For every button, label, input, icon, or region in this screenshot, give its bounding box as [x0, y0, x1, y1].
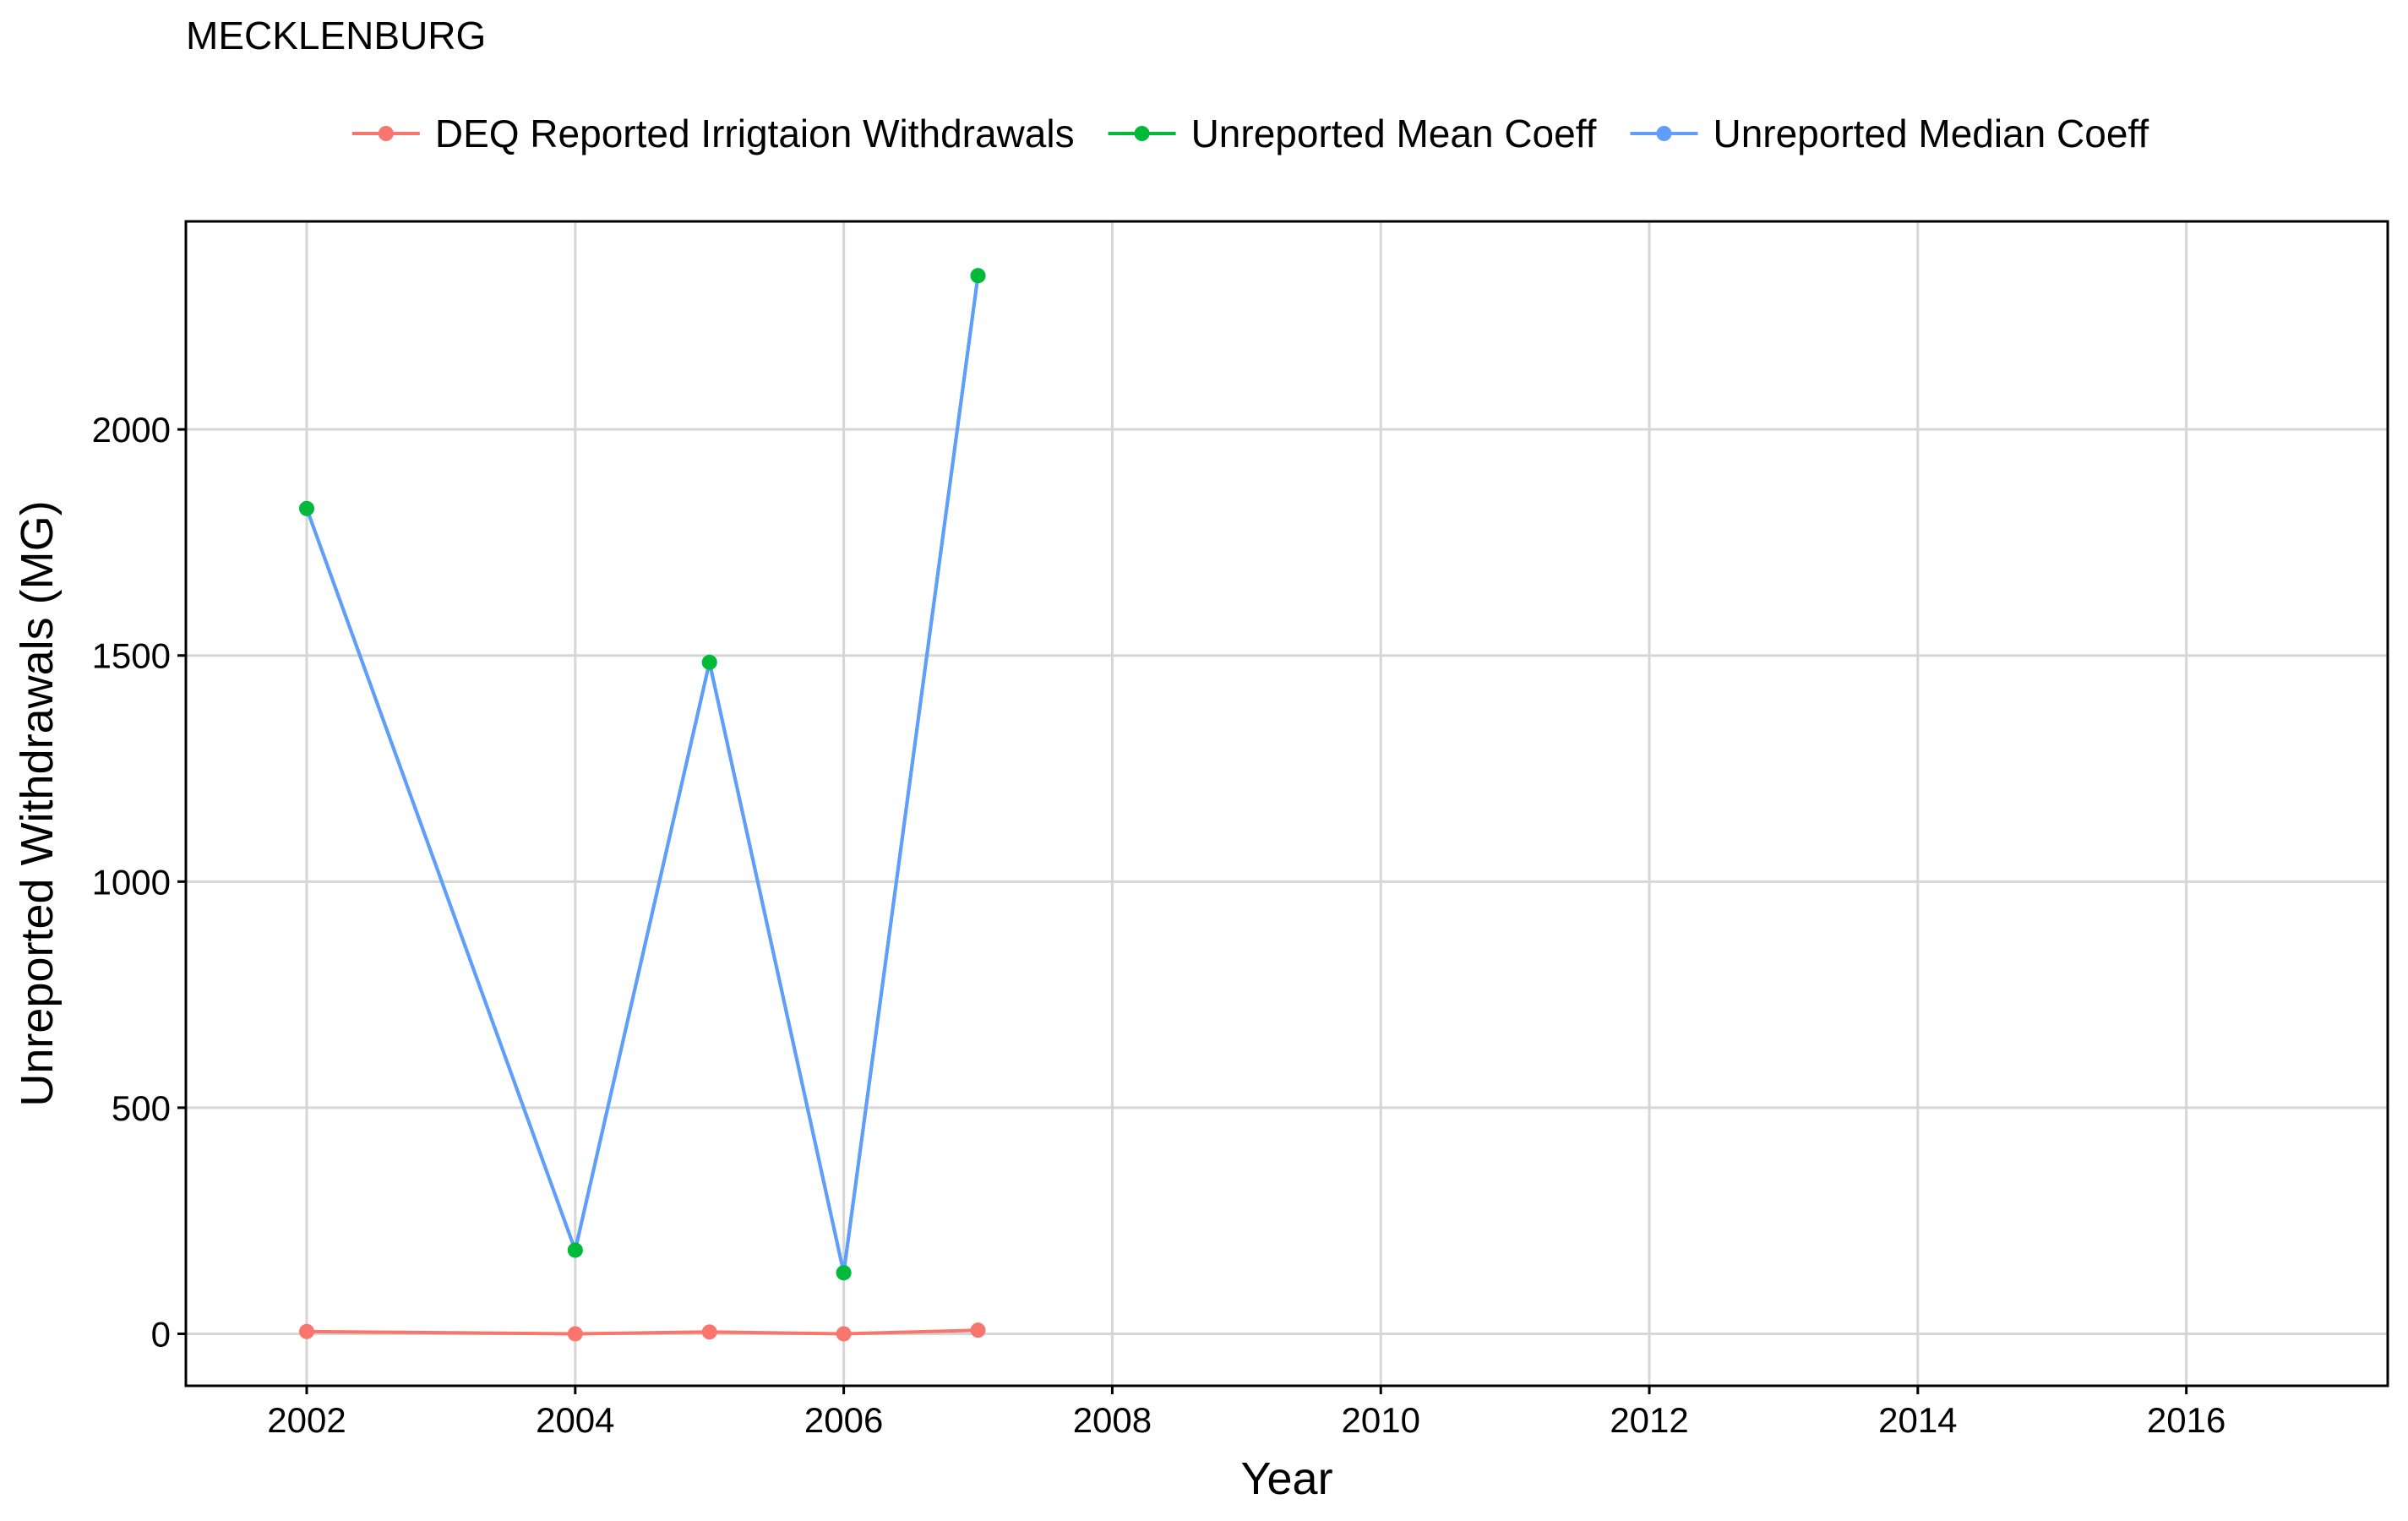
data-point-series-1: [836, 1265, 852, 1281]
plot-panel: [184, 220, 2389, 1387]
legend-key-point: [1656, 126, 1672, 141]
series-points: [299, 268, 986, 1342]
x-axis-label: Year: [1240, 1453, 1332, 1504]
legend-item: Unreported Median Coeff: [1630, 112, 2149, 155]
data-point-series-1: [567, 1242, 583, 1258]
x-tick-label: 2012: [1610, 1400, 1688, 1440]
y-axis-label: Unreported Withdrawals (MG): [12, 500, 63, 1106]
x-tick-label: 2004: [536, 1400, 614, 1440]
y-tick-label: 500: [112, 1088, 171, 1128]
data-point-series-0: [970, 1322, 986, 1338]
data-point-series-0: [299, 1323, 315, 1339]
data-point-series-0: [701, 1324, 717, 1340]
y-tick-label: 1500: [92, 636, 171, 676]
legend: DEQ Reported Irrigtaion Withdrawals Unrep…: [351, 112, 2149, 155]
data-point-series-0: [567, 1326, 583, 1342]
chart-title: MECKLENBURG: [186, 14, 486, 57]
x-tick-label: 2014: [1878, 1400, 1957, 1440]
data-point-series-1: [701, 654, 717, 670]
series-line-0: [306, 1328, 978, 1336]
series-line-1: [305, 275, 980, 1273]
y-tick-label: 2000: [92, 410, 171, 450]
data-point-series-1: [970, 268, 986, 284]
series-lines: [305, 275, 980, 1336]
x-tick-label: 2008: [1073, 1400, 1152, 1440]
x-tick-label: 2010: [1342, 1400, 1420, 1440]
legend-label: DEQ Reported Irrigtaion Withdrawals: [435, 112, 1075, 155]
data-point-series-0: [836, 1326, 852, 1342]
grid-lines: [186, 221, 2388, 1386]
y-tick-label: 1000: [92, 862, 171, 902]
legend-label: Unreported Median Coeff: [1713, 112, 2149, 155]
data-point-series-1: [299, 500, 315, 516]
legend-item: Unreported Mean Coeff: [1108, 112, 1597, 155]
axes: 0 500 1000 1500 2000 2002 2004 2006 2008 2010 2012…: [92, 410, 2226, 1440]
x-tick-label: 2006: [804, 1400, 883, 1440]
legend-key-point: [378, 126, 394, 141]
legend-key-point: [1134, 126, 1150, 141]
legend-label: Unreported Mean Coeff: [1191, 112, 1597, 155]
y-tick-label: 0: [151, 1314, 171, 1354]
legend-item: DEQ Reported Irrigtaion Withdrawals: [351, 112, 1075, 155]
series-layer: [299, 268, 986, 1342]
x-tick-label: 2002: [267, 1400, 346, 1440]
x-tick-label: 2016: [2147, 1400, 2225, 1440]
series-line-2: [305, 275, 980, 1273]
